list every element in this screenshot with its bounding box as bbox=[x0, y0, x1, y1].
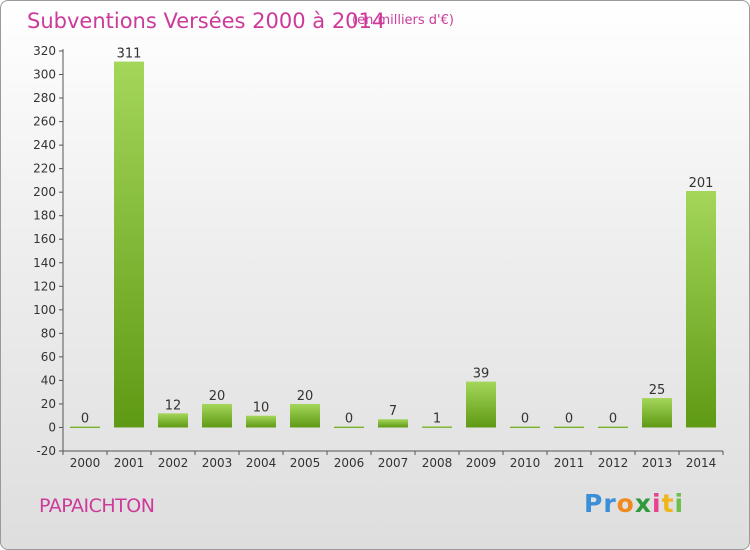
x-tick-label: 2007 bbox=[378, 456, 409, 470]
bar bbox=[202, 403, 232, 428]
y-tick-label: 200 bbox=[33, 185, 56, 199]
data-label: 0 bbox=[521, 411, 529, 426]
proxiti-logo: Proxiti bbox=[584, 489, 684, 518]
x-tick-label: 2014 bbox=[686, 456, 717, 470]
y-tick-label: 260 bbox=[33, 115, 56, 129]
x-tick-label: 2009 bbox=[466, 456, 497, 470]
y-tick-label: 140 bbox=[33, 256, 56, 270]
y-tick-label: 180 bbox=[33, 209, 56, 223]
logo-letter: P bbox=[584, 489, 604, 518]
y-tick-label: 160 bbox=[33, 232, 56, 246]
y-tick-label: 0 bbox=[48, 420, 56, 434]
bar bbox=[334, 426, 364, 428]
x-tick-label: 2002 bbox=[158, 456, 189, 470]
data-label: 20 bbox=[297, 389, 314, 404]
data-label: 25 bbox=[649, 383, 666, 398]
bar bbox=[642, 398, 672, 428]
logo-letter: x bbox=[634, 489, 652, 518]
bar bbox=[158, 413, 188, 428]
bar bbox=[466, 381, 496, 428]
logo-letter: o bbox=[616, 489, 635, 518]
x-tick-label: 2013 bbox=[642, 456, 673, 470]
y-tick-label: 220 bbox=[33, 162, 56, 176]
bar bbox=[114, 61, 144, 428]
commune-name: PAPAICHTON bbox=[39, 495, 155, 517]
logo-letter: t bbox=[661, 489, 675, 518]
data-label: 12 bbox=[165, 398, 182, 413]
bar bbox=[70, 426, 100, 428]
x-tick-label: 2008 bbox=[422, 456, 453, 470]
x-tick-label: 2011 bbox=[554, 456, 585, 470]
data-label: 0 bbox=[565, 411, 573, 426]
data-label: 1 bbox=[433, 411, 441, 426]
data-label: 39 bbox=[473, 367, 490, 382]
y-tick-label: 320 bbox=[33, 44, 56, 58]
logo-letter: r bbox=[603, 489, 617, 518]
data-label: 201 bbox=[689, 176, 714, 191]
x-tick-label: 2003 bbox=[202, 456, 233, 470]
data-label: 0 bbox=[345, 411, 353, 426]
data-label: 7 bbox=[389, 404, 397, 419]
y-tick-label: 80 bbox=[41, 326, 56, 340]
x-tick-label: 2004 bbox=[246, 456, 277, 470]
bar bbox=[598, 426, 628, 428]
bar bbox=[422, 426, 452, 428]
y-tick-label: 300 bbox=[33, 68, 56, 82]
x-tick-label: 2000 bbox=[70, 456, 101, 470]
logo-letter: i bbox=[652, 489, 662, 518]
bar bbox=[378, 419, 408, 428]
data-label: 10 bbox=[253, 401, 270, 416]
y-tick-label: 240 bbox=[33, 138, 56, 152]
x-tick-label: 2012 bbox=[598, 456, 629, 470]
bar bbox=[510, 426, 540, 428]
y-tick-label: 60 bbox=[41, 350, 56, 364]
bar bbox=[686, 191, 716, 428]
y-tick-label: 100 bbox=[33, 303, 56, 317]
data-label: 0 bbox=[609, 411, 617, 426]
x-tick-label: 2001 bbox=[114, 456, 145, 470]
data-label: 20 bbox=[209, 389, 226, 404]
chart-value-labels: 0 311 12 20 10 20 0 7 1 39 0 0 0 25 201 bbox=[81, 47, 714, 427]
y-tick-label: 20 bbox=[41, 397, 56, 411]
y-tick-label: -20 bbox=[36, 444, 56, 458]
chart-axes: -200204060801001201401601802002202402602… bbox=[33, 44, 724, 470]
data-label: 0 bbox=[81, 411, 89, 426]
y-tick-label: 280 bbox=[33, 91, 56, 105]
bar bbox=[246, 415, 276, 428]
x-tick-label: 2006 bbox=[334, 456, 365, 470]
chart-bars bbox=[70, 61, 716, 428]
bar bbox=[554, 426, 584, 428]
data-label: 311 bbox=[117, 47, 142, 62]
chart-unit-label: (en milliers d'€) bbox=[352, 13, 454, 28]
bar bbox=[290, 403, 320, 428]
x-tick-label: 2005 bbox=[290, 456, 321, 470]
logo-letter: i bbox=[674, 489, 685, 518]
x-tick-label: 2010 bbox=[510, 456, 541, 470]
y-tick-label: 120 bbox=[33, 279, 56, 293]
y-tick-label: 40 bbox=[41, 373, 56, 387]
chart-title: Subventions Versées 2000 à 2014 bbox=[27, 9, 386, 33]
